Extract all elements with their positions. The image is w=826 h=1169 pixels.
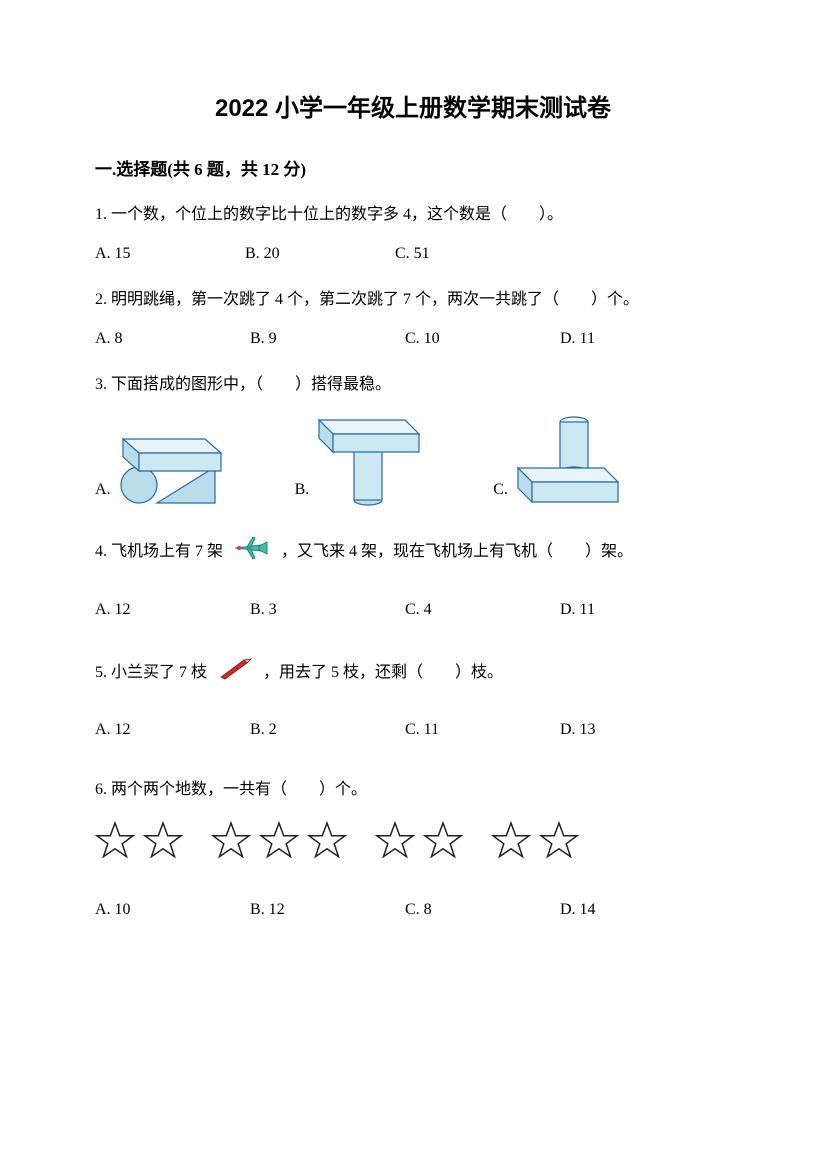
q4-stem-a: 4. 飞机场上有 7 架 bbox=[95, 543, 223, 560]
question-4: 4. 飞机场上有 7 架 ，又飞来 4 架，现在飞机场上有飞机（ ）架。 A. … bbox=[95, 535, 731, 623]
q2-opt-d: D. 11 bbox=[560, 326, 715, 352]
star-icon bbox=[259, 821, 299, 870]
q5-opt-b: B. 2 bbox=[250, 717, 405, 743]
shape-c-icon bbox=[512, 412, 622, 507]
star-icon bbox=[95, 821, 135, 870]
q1-stem: 1. 一个数，个位上的数字比十位上的数字多 4，这个数是（ ）。 bbox=[95, 202, 731, 228]
question-2: 2. 明明跳绳，第一次跳了 4 个，第二次跳了 7 个，两次一共跳了（ ）个。 … bbox=[95, 287, 731, 352]
q3-images: A. B. C. bbox=[95, 412, 731, 507]
star-icon bbox=[423, 821, 463, 870]
q1-opt-b: B. 20 bbox=[245, 241, 395, 267]
q1-opt-c: C. 51 bbox=[395, 241, 545, 267]
q2-stem: 2. 明明跳绳，第一次跳了 4 个，第二次跳了 7 个，两次一共跳了（ ）个。 bbox=[95, 287, 731, 313]
q2-opt-b: B. 9 bbox=[250, 326, 405, 352]
q6-opt-b: B. 12 bbox=[250, 897, 405, 923]
section-header: 一.选择题(共 6 题，共 12 分) bbox=[95, 156, 731, 183]
question-6: 6. 两个两个地数，一共有（ ）个。 A. 10 B. 12 C. 8 D. 1… bbox=[95, 777, 731, 923]
q4-stem-b: ，又飞来 4 架，现在飞机场上有飞机（ ）架。 bbox=[281, 543, 633, 560]
q4-stem: 4. 飞机场上有 7 架 ，又飞来 4 架，现在飞机场上有飞机（ ）架。 bbox=[95, 535, 731, 570]
q5-opt-c: C. 11 bbox=[405, 717, 560, 743]
q4-opt-a: A. 12 bbox=[95, 597, 250, 623]
shape-b-icon bbox=[313, 412, 423, 507]
q5-stem-a: 5. 小兰买了 7 枝 bbox=[95, 664, 207, 681]
q5-options: A. 12 B. 2 C. 11 D. 13 bbox=[95, 717, 731, 743]
q5-opt-d: D. 13 bbox=[560, 717, 715, 743]
q1-options: A. 15 B. 20 C. 51 bbox=[95, 241, 731, 267]
q4-opt-d: D. 11 bbox=[560, 597, 715, 623]
q2-options: A. 8 B. 9 C. 10 D. 11 bbox=[95, 326, 731, 352]
q4-options: A. 12 B. 3 C. 4 D. 11 bbox=[95, 597, 731, 623]
question-1: 1. 一个数，个位上的数字比十位上的数字多 4，这个数是（ ）。 A. 15 B… bbox=[95, 202, 731, 267]
q5-opt-a: A. 12 bbox=[95, 717, 250, 743]
q5-stem-b: ，用去了 5 枝，还剩（ ）枝。 bbox=[263, 664, 503, 681]
q6-opt-d: D. 14 bbox=[560, 897, 715, 923]
q1-opt-a: A. 15 bbox=[95, 241, 245, 267]
star-icon bbox=[375, 821, 415, 870]
q4-opt-c: C. 4 bbox=[405, 597, 560, 623]
q6-stem: 6. 两个两个地数，一共有（ ）个。 bbox=[95, 777, 731, 803]
q6-opt-a: A. 10 bbox=[95, 897, 250, 923]
pencil-icon bbox=[217, 657, 253, 690]
page-title: 2022 小学一年级上册数学期末测试卷 bbox=[95, 90, 731, 128]
question-5: 5. 小兰买了 7 枝 ，用去了 5 枝，还剩（ ）枝。 A. 12 B. 2 … bbox=[95, 657, 731, 743]
star-icon bbox=[539, 821, 579, 870]
star-icon bbox=[307, 821, 347, 870]
q3-opt-b: B. bbox=[295, 477, 310, 503]
q2-opt-a: A. 8 bbox=[95, 326, 250, 352]
q2-opt-c: C. 10 bbox=[405, 326, 560, 352]
star-icon bbox=[491, 821, 531, 870]
plane-icon bbox=[233, 535, 271, 570]
q6-options: A. 10 B. 12 C. 8 D. 14 bbox=[95, 897, 731, 923]
question-3: 3. 下面搭成的图形中，（ ）搭得最稳。 A. B. C. bbox=[95, 372, 731, 507]
q3-stem: 3. 下面搭成的图形中，（ ）搭得最稳。 bbox=[95, 372, 731, 398]
star-icon bbox=[143, 821, 183, 870]
q3-opt-a: A. bbox=[95, 477, 111, 503]
q4-opt-b: B. 3 bbox=[250, 597, 405, 623]
star-icon bbox=[211, 821, 251, 870]
q3-opt-c: C. bbox=[493, 477, 508, 503]
q5-stem: 5. 小兰买了 7 枝 ，用去了 5 枝，还剩（ ）枝。 bbox=[95, 657, 731, 690]
shape-a-icon bbox=[115, 427, 225, 507]
q6-opt-c: C. 8 bbox=[405, 897, 560, 923]
q6-stars bbox=[95, 821, 731, 870]
